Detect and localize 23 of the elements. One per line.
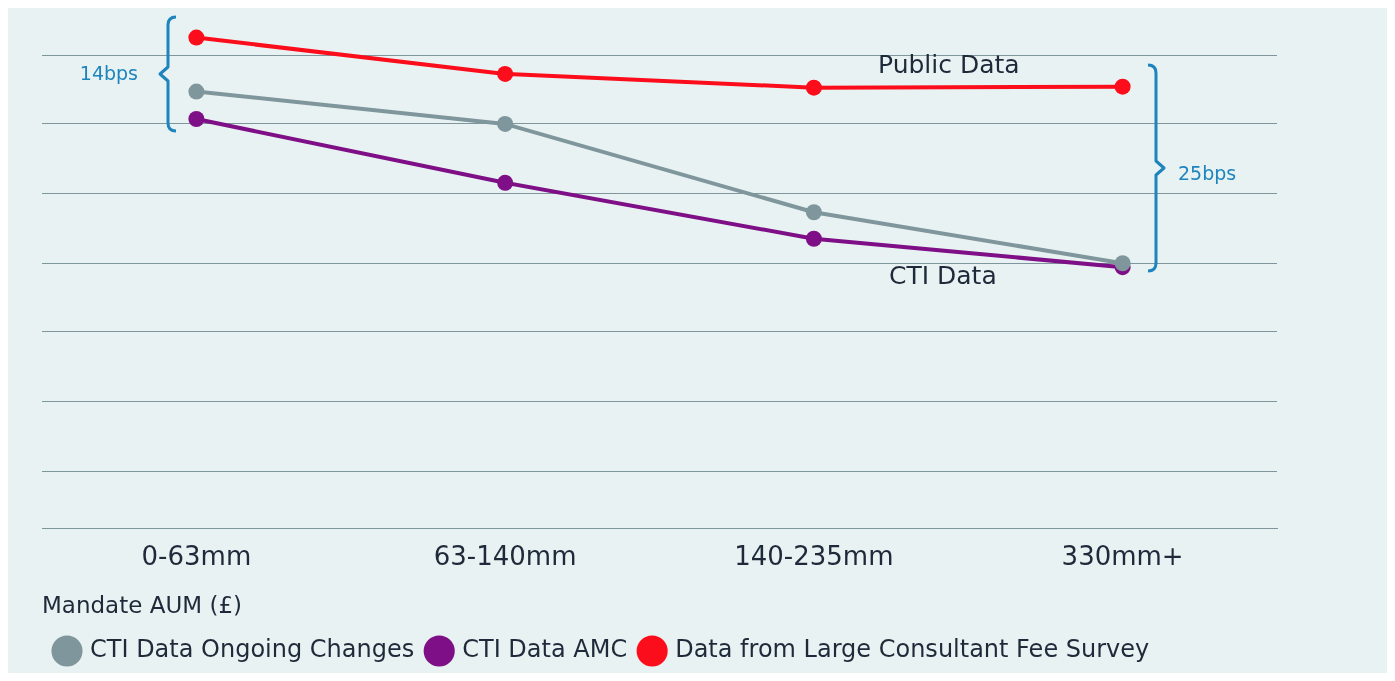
point	[188, 29, 205, 46]
annotation: CTI Data	[889, 261, 998, 291]
annotation: Public Data	[878, 50, 1021, 80]
point	[188, 111, 205, 128]
x-tick-label: 0-63mm	[141, 540, 252, 571]
point	[188, 83, 205, 100]
legend-label: CTI Data AMC	[462, 635, 628, 664]
point	[497, 174, 514, 191]
point	[805, 204, 822, 221]
point	[805, 230, 822, 247]
legend-label: CTI Data Ongoing Changes	[90, 635, 415, 664]
legend-label: Data from Large Consultant Fee Survey	[675, 635, 1150, 664]
point	[1114, 255, 1131, 272]
x-axis-title: Mandate AUM (£)	[42, 592, 242, 619]
annotation: 25bps	[1178, 161, 1238, 186]
point	[497, 65, 514, 82]
point	[1114, 78, 1131, 95]
x-tick-label: 140-235mm	[734, 540, 894, 571]
annotation: 14bps	[78, 61, 138, 86]
x-tick-label: 330mm+	[1061, 540, 1184, 571]
point	[805, 79, 822, 96]
x-tick-label: 63-140mm	[433, 540, 577, 571]
point	[497, 115, 514, 132]
